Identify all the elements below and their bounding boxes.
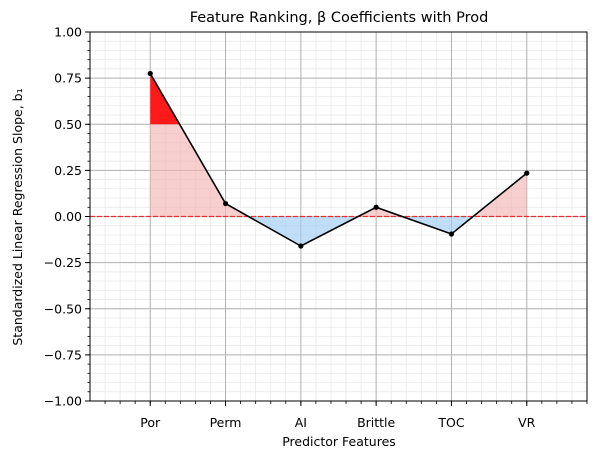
- y-tick-label: −0.25: [44, 255, 82, 270]
- data-point-vr: [524, 170, 530, 176]
- y-tick-label: 0.75: [54, 71, 82, 86]
- x-tick-label: VR: [518, 415, 536, 430]
- y-tick-label: 0.00: [54, 209, 82, 224]
- data-point-ai: [298, 243, 304, 249]
- data-point-brittle: [373, 204, 379, 210]
- x-axis-label: Predictor Features: [282, 434, 396, 449]
- y-tick-label: −0.50: [44, 301, 82, 316]
- x-tick-label: AI: [295, 415, 307, 430]
- data-point-por: [147, 70, 153, 77]
- y-tick-label: 1.00: [54, 25, 82, 40]
- x-tick-label: Por: [140, 415, 161, 430]
- coefficient-line: [149, 73, 528, 247]
- y-tick-label: 0.25: [54, 163, 82, 178]
- x-axis: Por Perm AI Brittle TOC VR: [104, 401, 588, 430]
- y-tick-label: −0.75: [44, 347, 82, 362]
- chart-title: Feature Ranking, β Coefficients with Pro…: [190, 10, 489, 26]
- y-tick-label: −1.00: [44, 394, 82, 409]
- area-fills: [150, 73, 527, 247]
- data-point-perm: [222, 200, 229, 207]
- x-tick-label: TOC: [437, 415, 464, 430]
- x-tick-label: Perm: [210, 415, 242, 430]
- y-axis-label: Standardized Linear Regression Slope, b₁: [10, 88, 25, 345]
- y-axis: 1.00 0.75 0.50 0.25 0.00 −0.25 −0.50 −0.75 −1.00: [44, 25, 90, 409]
- y-tick-label: 0.50: [54, 117, 82, 132]
- series-line: [147, 70, 530, 249]
- x-tick-label: Brittle: [357, 415, 395, 430]
- data-point-toc: [448, 231, 455, 237]
